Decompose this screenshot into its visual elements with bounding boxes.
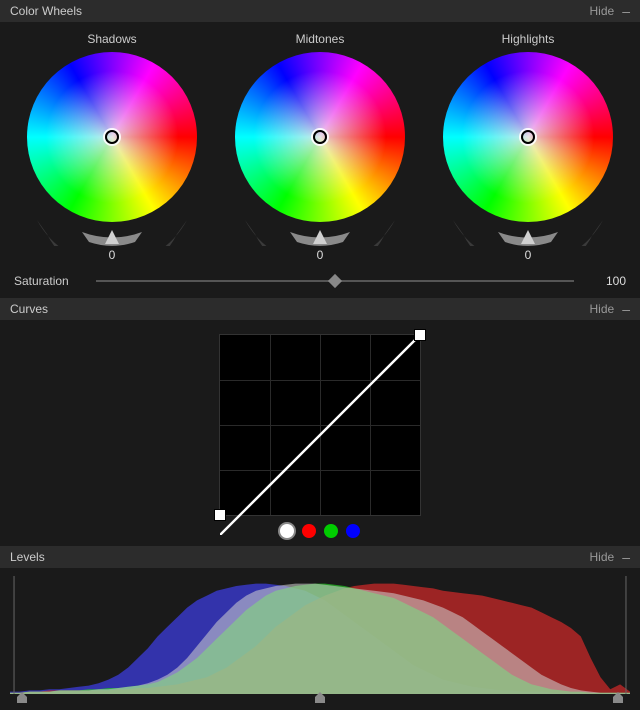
levels-hide-button[interactable]: Hide [590, 550, 615, 564]
wheel-center-handle[interactable] [521, 130, 535, 144]
curve-handle[interactable] [414, 329, 426, 341]
color-wheels-header: Color Wheels Hide – [0, 0, 640, 22]
wheel-luminance-arc[interactable] [235, 216, 405, 246]
color-wheels-collapse-icon[interactable]: – [622, 4, 630, 18]
levels-header: Levels Hide – [0, 546, 640, 568]
levels-title: Levels [10, 550, 590, 564]
levels-handles-row [10, 692, 630, 710]
wheel-luminance-arc[interactable] [443, 216, 613, 246]
levels-collapse-icon[interactable]: – [622, 550, 630, 564]
wheel-luminance-arc[interactable] [27, 216, 197, 246]
wheel-center-handle[interactable] [105, 130, 119, 144]
curves-body [0, 320, 640, 546]
curves-hide-button[interactable]: Hide [590, 302, 615, 316]
color-wheels-body: Shadows 0 Midtones 0 Highlights 0 [0, 22, 640, 268]
wheel-label: Highlights [502, 32, 555, 46]
color-wheel-shadows: Shadows 0 [14, 32, 210, 262]
saturation-value: 100 [586, 274, 626, 288]
curve-handle[interactable] [214, 509, 226, 521]
wheel-control[interactable] [235, 52, 405, 222]
levels-body [0, 568, 640, 710]
curves-title: Curves [10, 302, 590, 316]
levels-handle-gray-point[interactable] [314, 692, 326, 704]
wheel-label: Midtones [296, 32, 345, 46]
color-wheels-title: Color Wheels [10, 4, 590, 18]
saturation-row: Saturation 100 [0, 268, 640, 298]
wheel-center-handle[interactable] [313, 130, 327, 144]
saturation-slider[interactable] [96, 274, 574, 288]
wheel-control[interactable] [443, 52, 613, 222]
wheel-label: Shadows [87, 32, 136, 46]
slider-thumb[interactable] [328, 274, 342, 288]
wheel-control[interactable] [27, 52, 197, 222]
curves-collapse-icon[interactable]: – [622, 302, 630, 316]
saturation-label: Saturation [14, 274, 84, 288]
wheel-value: 0 [317, 248, 324, 262]
wheel-value: 0 [525, 248, 532, 262]
levels-handle-white-point[interactable] [612, 692, 624, 704]
color-wheel-highlights: Highlights 0 [430, 32, 626, 262]
levels-histogram [10, 574, 630, 694]
curves-header: Curves Hide – [0, 298, 640, 320]
wheel-value: 0 [109, 248, 116, 262]
color-wheels-hide-button[interactable]: Hide [590, 4, 615, 18]
curves-graph[interactable] [219, 334, 421, 516]
color-wheel-midtones: Midtones 0 [222, 32, 418, 262]
levels-handle-black-point[interactable] [16, 692, 28, 704]
